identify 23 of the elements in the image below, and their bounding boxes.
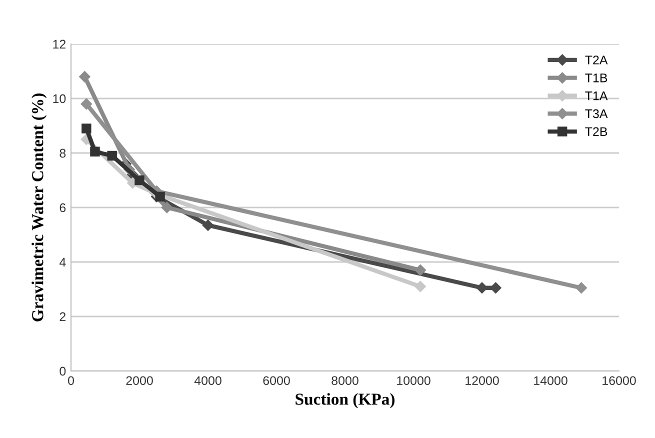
legend-label: T2A bbox=[585, 56, 608, 64]
y-tick-label: 6 bbox=[60, 203, 66, 212]
x-tick-label: 8000 bbox=[332, 376, 358, 386]
x-axis-title: Suction (KPa) bbox=[296, 393, 394, 408]
x-tick-label: 4000 bbox=[194, 376, 222, 386]
y-tick-label: 8 bbox=[60, 148, 66, 158]
y-tick-label: 12 bbox=[53, 40, 66, 49]
y-tick-label: 4 bbox=[59, 258, 66, 267]
y-tick-label: 10 bbox=[53, 94, 66, 104]
x-tick-label: 10000 bbox=[397, 376, 430, 386]
legend-label: T1B bbox=[585, 74, 608, 82]
x-tick-label: 16000 bbox=[602, 376, 636, 386]
x-tick-label: 12000 bbox=[466, 376, 499, 386]
y-tick-label: 2 bbox=[60, 312, 66, 322]
x-tick-label: 0 bbox=[68, 376, 74, 386]
y-axis-title: Gravimetric Water Content (%) bbox=[32, 94, 47, 322]
legend-label: T1A bbox=[585, 92, 608, 100]
legend-label: T2B bbox=[585, 127, 608, 136]
x-tick-label: 6000 bbox=[263, 376, 290, 386]
y-tick-label: 0 bbox=[60, 366, 66, 376]
x-tick-label: 14000 bbox=[534, 376, 568, 386]
legend-label: T3A bbox=[585, 109, 608, 118]
x-tick-label: 2000 bbox=[126, 376, 153, 386]
